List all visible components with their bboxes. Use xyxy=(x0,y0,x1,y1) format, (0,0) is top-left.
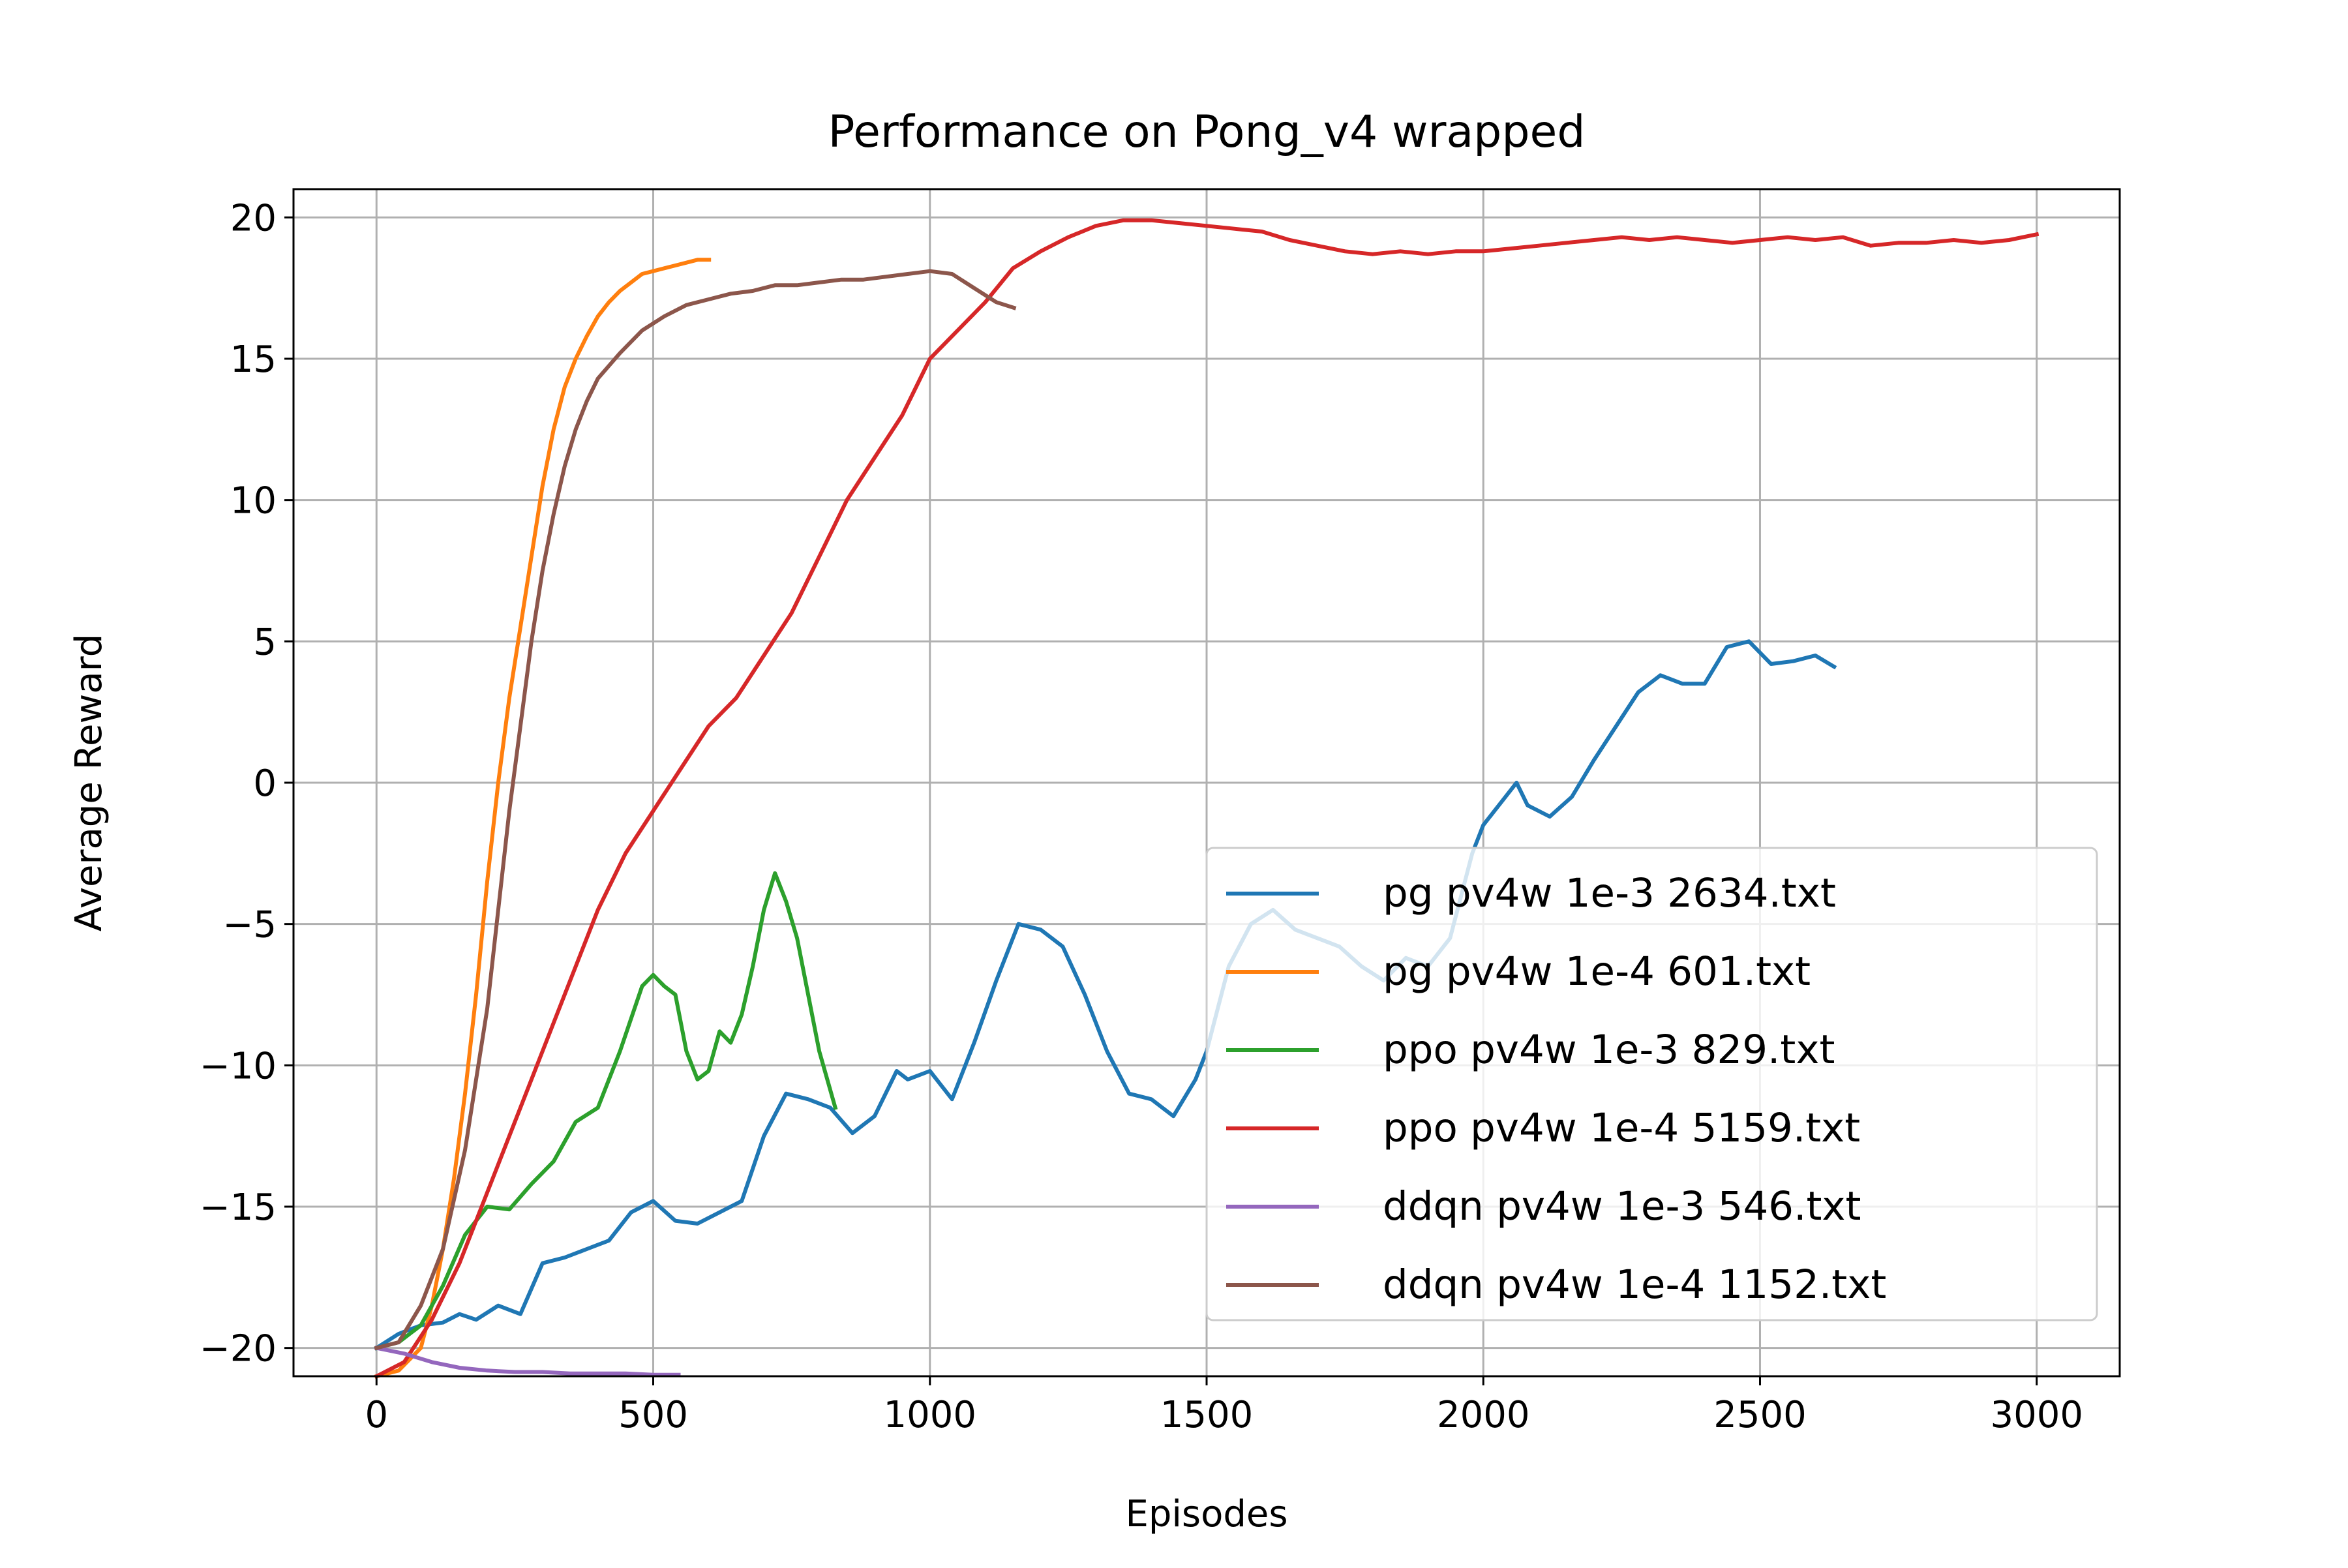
legend-entry: ppo pv4w 1e-4 5159.txt xyxy=(1383,1105,1860,1151)
x-tick-label: 500 xyxy=(618,1394,688,1436)
legend-entry: pg pv4w 1e-3 2634.txt xyxy=(1383,870,1836,916)
y-tick-label: 0 xyxy=(253,762,277,805)
legend-entry: ddqn pv4w 1e-4 1152.txt xyxy=(1383,1261,1886,1308)
x-tick-label: 1000 xyxy=(883,1394,976,1436)
x-tick-label: 3000 xyxy=(1990,1394,2083,1436)
series-line-3 xyxy=(374,218,2039,1380)
series-line-5 xyxy=(374,269,1017,1351)
y-tick-label: −5 xyxy=(222,904,277,946)
series-line-2 xyxy=(374,871,838,1351)
chart-title: Performance on Pong_v4 wrapped xyxy=(828,106,1586,158)
axis-ticks: 0 500 1000 1500 2000 2500 3000 −20 −15 −10 −5 0 5 10 1… xyxy=(200,197,2083,1436)
x-axis-label: Episodes xyxy=(1125,1493,1287,1535)
y-tick-label: 20 xyxy=(230,197,277,239)
y-tick-label: −20 xyxy=(200,1328,277,1370)
y-tick-label: 15 xyxy=(230,339,277,381)
x-tick-label: 0 xyxy=(365,1394,388,1436)
y-tick-label: 10 xyxy=(230,480,277,522)
legend-box xyxy=(1205,847,2098,1321)
legend: pg pv4w 1e-3 2634.txt pg pv4w 1e-4 601.tx… xyxy=(1205,847,2098,1321)
legend-entry: ppo pv4w 1e-3 829.txt xyxy=(1383,1027,1835,1073)
y-tick-label: −10 xyxy=(200,1045,277,1087)
series-lines xyxy=(374,218,2039,1380)
x-tick-label: 2500 xyxy=(1713,1394,1807,1436)
legend-entry: pg pv4w 1e-4 601.txt xyxy=(1383,948,1811,995)
y-axis-label: Average Reward xyxy=(68,634,110,931)
series-line-1 xyxy=(374,258,712,1379)
series-line-0 xyxy=(374,639,1837,1351)
legend-entry: ddqn pv4w 1e-3 546.txt xyxy=(1383,1183,1861,1229)
y-tick-label: −15 xyxy=(200,1186,277,1229)
series-line-4 xyxy=(374,1346,681,1377)
x-tick-label: 2000 xyxy=(1437,1394,1530,1436)
x-tick-label: 1500 xyxy=(1160,1394,1254,1436)
y-tick-label: 5 xyxy=(253,621,277,663)
